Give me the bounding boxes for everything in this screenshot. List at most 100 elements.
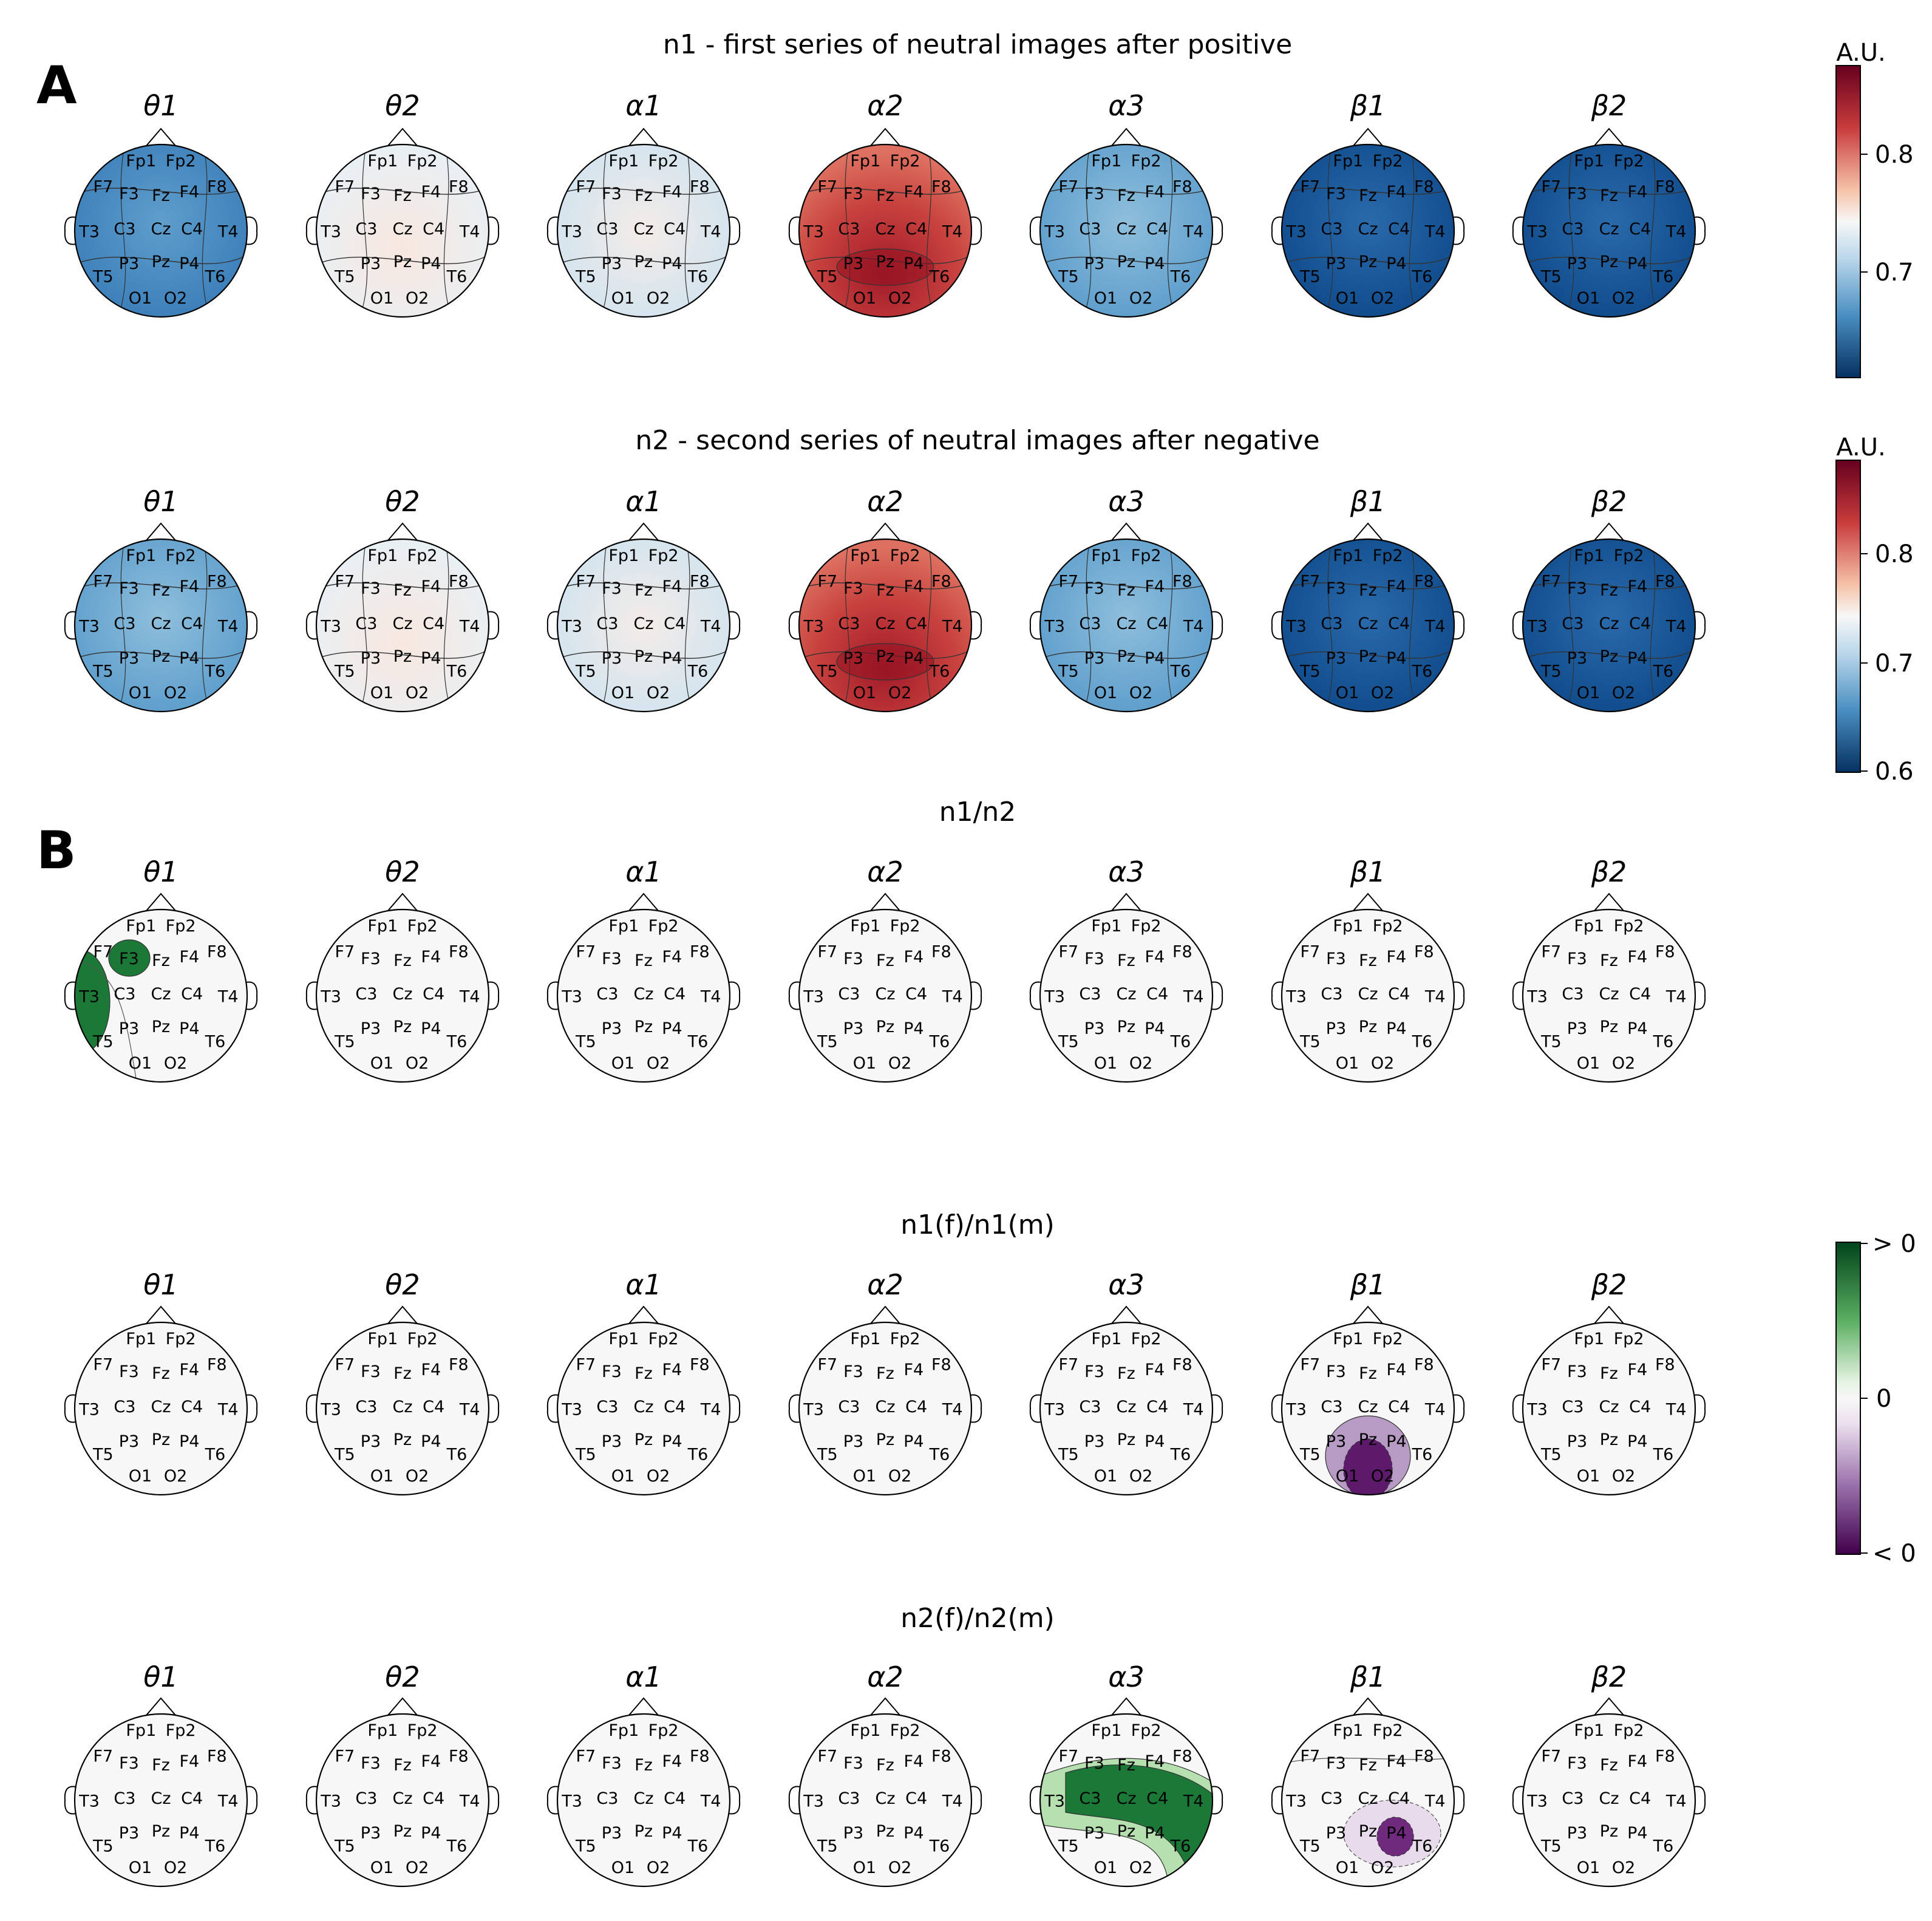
electrode-label-Fp2: Fp2 [648,1721,679,1740]
topomap-n1n2-2: α1 Fp1 Fp2 F7 F3 Fz F4 F8 T3 C3 Cz C4 T4 T5 P3 Pz P4 T6 O1… [546,855,741,1083]
contour-line [1409,144,1417,317]
electrode-label-T3: T3 [78,222,100,241]
electrode-label-F3: F3 [1084,1754,1104,1773]
ear-right [487,611,500,640]
electrode-label-C4: C4 [1629,614,1651,633]
electrode-label-F7: F7 [94,178,114,197]
electrode-label-Fz: Fz [1600,1756,1618,1775]
electrode-label-T3: T3 [561,1792,582,1810]
contour-line [316,582,489,590]
electrode-label-Fp1: Fp1 [1574,152,1604,171]
electrode-label-P4: P4 [903,649,923,668]
electrode-label-Pz: Pz [1359,1430,1377,1449]
electrode-label-P3: P3 [361,254,381,273]
electrode-label-F7: F7 [1542,1356,1562,1375]
nose-outline [1594,522,1624,541]
contour-line [316,188,489,195]
electrode-label-P3: P3 [1084,254,1104,273]
electrode-label-T4: T4 [1424,1792,1446,1810]
electrode-label-O2: O2 [1612,1054,1635,1073]
electrode-label-Fz: Fz [876,581,894,600]
contour-line [1040,649,1213,659]
electrode-label-P4: P4 [1627,649,1647,668]
electrode-label-Cz: Cz [875,1789,895,1808]
head-fill [1523,1714,1695,1886]
head-outline [798,908,973,1083]
electrode-label-C3: C3 [355,220,377,239]
electrode-label-Fp2: Fp2 [166,152,196,171]
electrode-label-C4: C4 [181,1398,203,1416]
topomap-n1-6: β2 Fp1 Fp2 F7 F3 Fz F4 F8 T3 C3 Cz C4 T4 T5 P3 Pz P4 T6 O1… [1512,89,1706,318]
electrode-label-Pz: Pz [876,1430,894,1449]
electrode-label-Pz: Pz [393,1018,412,1036]
electrode-label-T4: T4 [1665,987,1687,1006]
electrode-label-Fp1: Fp1 [367,546,398,565]
electrode-label-T6: T6 [687,1032,709,1051]
head-fill [316,909,489,1082]
electrode-label-P3: P3 [602,1824,622,1843]
electrode-label-F3: F3 [602,950,622,968]
electrode-label-C4: C4 [1146,614,1168,633]
electrode-label-T4: T4 [1665,617,1687,636]
electrode-label-T4: T4 [217,1792,239,1810]
head-outline [1281,538,1455,713]
electrode-label-O1: O1 [1336,1054,1359,1073]
cluster-negative [1343,1438,1393,1495]
electrode-label-Fp2: Fp2 [890,152,920,171]
electrode-label-C3: C3 [1562,614,1583,633]
electrode-label-F3: F3 [1326,185,1346,203]
electrode-label-F8: F8 [1172,1747,1192,1766]
contour-line [1282,254,1454,265]
electrode-label-P3: P3 [361,649,381,668]
electrode-label-Fp2: Fp2 [1614,546,1644,565]
electrode-label-C3: C3 [1079,1789,1101,1808]
topomap-f1-4: α3 Fp1 Fp2 F7 F3 Fz F4 F8 T3 C3 Cz C4 T4 T5 P3 Pz P4 T6 O1… [1029,1268,1223,1496]
electrode-label-O1: O1 [1577,1858,1600,1877]
electrode-label-F7: F7 [1301,1356,1321,1375]
nose-outline [870,892,900,911]
electrode-label-O2: O2 [1129,1467,1152,1486]
electrode-label-Fp2: Fp2 [648,917,679,936]
band-title: α3 [1108,1661,1145,1693]
electrode-label-C3: C3 [596,1398,618,1416]
ear-right [1211,1786,1223,1815]
ear-left [1512,611,1525,640]
electrode-label-Pz: Pz [634,1822,653,1841]
head-outline [556,908,731,1083]
head-outline [556,1713,731,1888]
electrode-label-P3: P3 [1567,1432,1587,1451]
electrode-label-F8: F8 [931,1747,951,1766]
electrode-label-T4: T4 [942,617,963,636]
electrode-label-Cz: Cz [633,614,653,633]
contour-line [75,649,247,659]
electrode-label-T3: T3 [1285,987,1307,1006]
electrode-label-Cz: Cz [151,614,171,633]
electrode-label-T5: T5 [575,1032,596,1051]
electrode-label-F7: F7 [94,1747,114,1766]
electrode-label-O1: O1 [611,1858,634,1877]
electrode-label-O2: O2 [164,289,187,308]
ear-right [1452,1394,1465,1423]
ear-right [1452,216,1465,245]
topomap-overlay [316,539,489,712]
electrode-label-T5: T5 [575,1445,596,1464]
contour-line [799,188,971,195]
panel-label-a: A [36,55,77,116]
head-fill [1040,1322,1213,1495]
electrode-label-Fz: Fz [152,186,170,205]
electrode-label-P3: P3 [361,1432,381,1451]
electrode-label-F4: F4 [180,948,200,967]
electrode-label-P3: P3 [361,1019,381,1038]
contour-peak [836,643,934,681]
electrode-label-Fp2: Fp2 [648,546,679,565]
electrode-label-T4: T4 [459,1400,480,1419]
band-title: θ2 [385,1661,420,1693]
electrode-label-P3: P3 [361,1824,381,1843]
contour-line [1566,539,1574,712]
electrode-label-O1: O1 [853,1858,876,1877]
electrode-label-T5: T5 [1299,1032,1321,1051]
topomap-n1n2-4: α3 Fp1 Fp2 F7 F3 Fz F4 F8 T3 C3 Cz C4 T4 T5 P3 Pz P4 T6 O1… [1029,855,1223,1083]
nose-outline [1111,127,1141,146]
head-outline [1281,143,1455,318]
electrode-label-C3: C3 [838,220,860,239]
